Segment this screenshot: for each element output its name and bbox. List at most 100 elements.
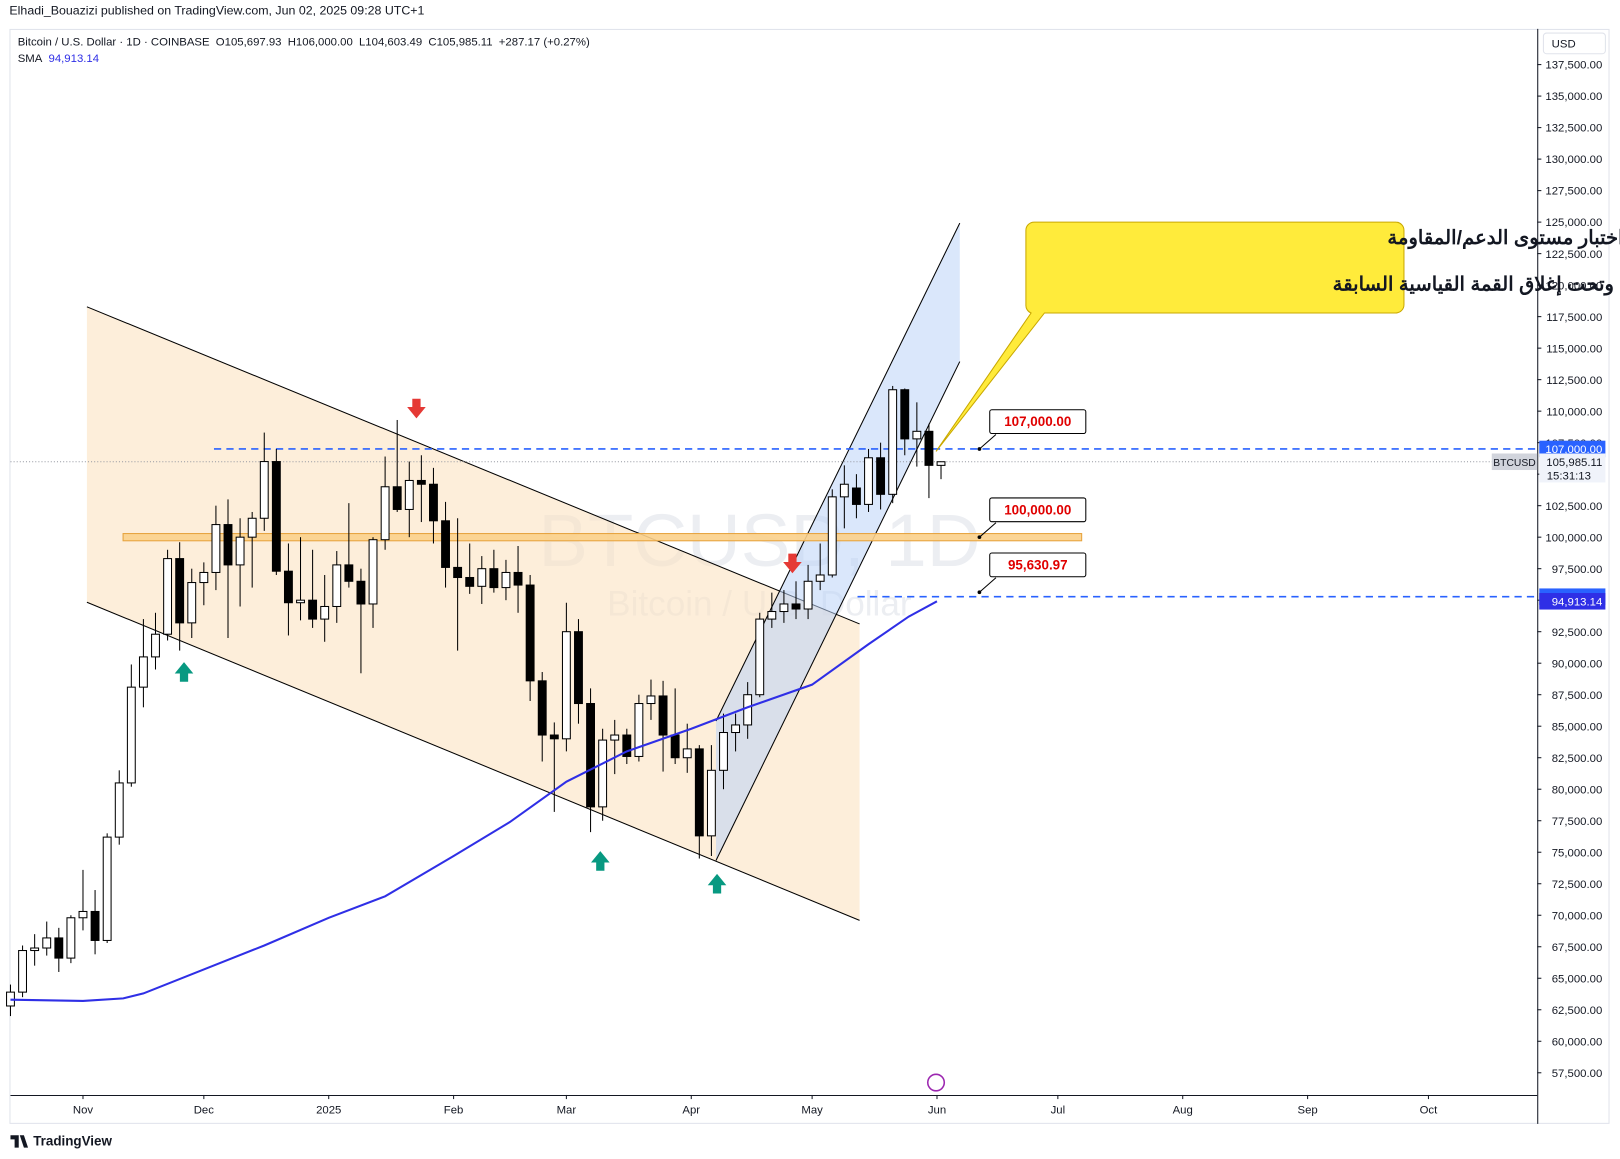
y-tick-label: 112,500.00 [1546,375,1602,387]
y-tick-label: 67,500.00 [1552,942,1603,954]
last-price-label: 105,985.11 [1546,457,1602,469]
candle-body [513,571,523,586]
candle-body [549,734,559,740]
price-badge-label: 94,913.14 [1552,596,1603,608]
candle-body [610,734,620,741]
candle-body [755,618,765,696]
candle-body [126,686,136,784]
candle-body [839,483,849,498]
candle-body [199,571,209,584]
candle-body [404,479,414,510]
price-badge-label: 107,000.00 [1545,444,1602,456]
currency-box[interactable] [1542,32,1606,55]
symbol-tag-label: BTCUSD [1493,458,1535,469]
x-tick-label: Dec [194,1105,215,1117]
candle-body [646,695,656,705]
callout-pointer [979,434,997,450]
change: +287.17 (+0.27%) [499,36,590,48]
candle-body [30,947,40,952]
callout-label: 100,000.00 [1004,502,1071,517]
countdown: 15:31:13 [1547,470,1591,482]
candle-body [767,611,777,620]
candle-body [453,566,463,579]
candle-body [791,603,801,610]
candle-body [247,517,257,538]
candle-body [332,564,342,608]
ohlc-label: C [428,36,436,48]
y-tick-label: 110,000.00 [1546,406,1602,418]
callout-box [989,552,1087,578]
y-tick-label: 125,000.00 [1545,217,1602,229]
x-tick-label: Nov [73,1105,94,1117]
sma-label: SMA [18,53,43,65]
y-tick-label: 65,000.00 [1552,973,1603,985]
candle-body [743,694,753,726]
y-tick-label: 60,000.00 [1552,1036,1603,1048]
candle-body [42,937,52,949]
candle-body [54,937,64,959]
legend-sma: SMA 94,913.14 [18,53,99,65]
candle-body [694,748,704,837]
note-line: وتحت إغلاق القمة القياسية السابقة [1333,273,1614,296]
candle-body [574,631,583,705]
candle-body [138,656,148,688]
candle-body [682,748,692,759]
footer-brand: TradingView [33,1134,112,1149]
candle-body [900,389,910,440]
candle-body [211,524,221,573]
ascending-channel-fill [715,223,960,861]
candle-body [416,479,426,485]
last-price-badge [1539,453,1606,483]
candle-body [876,457,886,495]
legend-ohlc: Bitcoin / U.S. Dollar · 1D · COINBASE O10… [18,36,590,48]
ohlc-label: O [216,36,225,48]
plot-area [6,385,1538,1017]
candle-body [537,680,547,736]
candle-body [561,631,571,740]
y-tick-label: 87,500.00 [1552,690,1603,702]
candle-body [634,703,644,757]
candle-body [731,724,741,734]
candle-body [308,599,318,620]
x-tick-label: May [801,1105,823,1117]
y-tick-label: 117,500.00 [1546,312,1602,324]
note-line: كسر و إعادة اختبار مستوى الدعم/المقاومة [1387,227,1620,250]
y-tick-label: 132,500.00 [1545,123,1602,135]
candle-body [501,571,511,589]
candle-body [368,539,378,605]
descending-channel-fill [86,306,860,921]
y-tick-label: 70,000.00 [1552,910,1603,922]
candle-body [465,576,475,587]
candle-body [489,568,499,589]
y-tick-label: 80,000.00 [1552,784,1603,796]
candle-body [356,580,366,605]
y-tick-label: 115,000.00 [1546,343,1602,355]
x-tick-label: Mar [557,1105,577,1117]
y-tick-label: 57,500.00 [1552,1068,1603,1080]
candle-body [392,486,402,510]
callout-box [989,409,1087,434]
candle-body [102,836,112,941]
candle-body [320,605,330,620]
callout-label: 95,630.97 [1008,558,1068,573]
y-tick-label: 77,500.00 [1552,816,1603,828]
candle-body [283,570,293,604]
candle-body [936,461,946,466]
frame [9,28,1610,1124]
logo [10,1135,29,1148]
sma-line [10,600,938,1002]
callout-anchor [977,590,982,595]
callout-box [989,497,1087,523]
candle-body [888,389,898,495]
y-tick-label: 130,000.00 [1545,154,1602,166]
y-tick-label: 102,500.00 [1545,501,1602,513]
callout-pointer [979,577,997,593]
candle-body [18,950,28,993]
ai-icon[interactable] [926,1073,946,1092]
ohlc-value: 105,697.93 [225,36,282,48]
channel-line [86,306,860,625]
candle-body [235,536,245,566]
candle-body [670,734,680,759]
